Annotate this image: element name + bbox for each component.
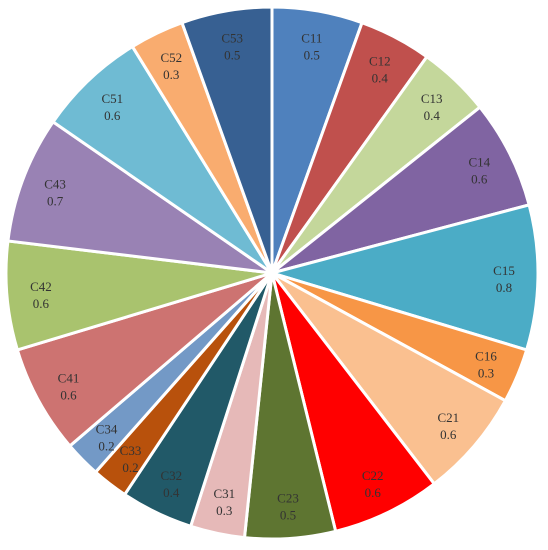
slice-category-label: C13: [421, 91, 443, 106]
slice-category-label: C53: [221, 30, 243, 45]
pie-slice-c53: [180, 5, 274, 274]
slice-value-label: 0.6: [365, 485, 382, 500]
slice-category-label: C52: [160, 50, 182, 65]
slice-category-label: C22: [362, 468, 384, 483]
slice-category-label: C23: [277, 490, 299, 505]
pie-slice-c42: [4, 239, 273, 352]
slice-category-label: C31: [213, 486, 235, 501]
slice-category-label: C32: [160, 468, 182, 483]
slice-value-label: 0.6: [471, 172, 488, 187]
slice-category-label: C51: [101, 91, 123, 106]
pie-slices: [4, 5, 540, 541]
slice-value-label: 0.4: [163, 485, 180, 500]
slice-category-label: C33: [120, 443, 142, 458]
slice-value-label: 0.3: [478, 366, 494, 381]
slice-value-label: 0.5: [304, 47, 320, 62]
pie-slice-c51: [51, 44, 274, 275]
slice-category-label: C14: [468, 155, 490, 170]
slice-value-label: 0.3: [216, 503, 232, 518]
slice-category-label: C42: [30, 279, 52, 294]
slice-value-label: 0.3: [163, 67, 179, 82]
slice-value-label: 0.5: [224, 47, 240, 62]
slice-category-label: C12: [369, 54, 391, 69]
slice-value-label: 0.5: [280, 507, 296, 522]
slice-value-label: 0.7: [47, 194, 64, 209]
pie-slice-c22: [270, 272, 437, 534]
slice-value-label: 0.4: [372, 71, 389, 86]
slice-value-label: 0.6: [104, 108, 121, 123]
slice-category-label: C34: [96, 422, 118, 437]
slice-category-label: C15: [493, 263, 515, 278]
pie-slice-c43: [6, 119, 273, 275]
slice-category-label: C41: [58, 370, 80, 385]
pie-slice-c15: [266, 203, 540, 352]
slice-value-label: 0.2: [98, 439, 114, 454]
pie-slice-c41: [15, 271, 273, 449]
slice-value-label: 0.4: [424, 108, 441, 123]
slice-category-label: C21: [437, 410, 459, 425]
slice-value-label: 0.6: [33, 296, 50, 311]
pie-labels: C11 0.5 C12 0.4 C13 0.4 C14 0.6 C15 0.8 C16 0.3 C21 0…: [30, 30, 515, 522]
pie-slice-c14: [271, 105, 531, 275]
slice-category-label: C43: [44, 177, 66, 192]
slice-value-label: 0.2: [122, 460, 138, 475]
slice-value-label: 0.6: [60, 387, 77, 402]
slice-value-label: 0.8: [496, 280, 512, 295]
slice-category-label: C11: [301, 30, 322, 45]
pie-slice-c21: [270, 271, 508, 486]
slice-value-label: 0.6: [440, 427, 457, 442]
slice-category-label: C16: [475, 349, 497, 364]
